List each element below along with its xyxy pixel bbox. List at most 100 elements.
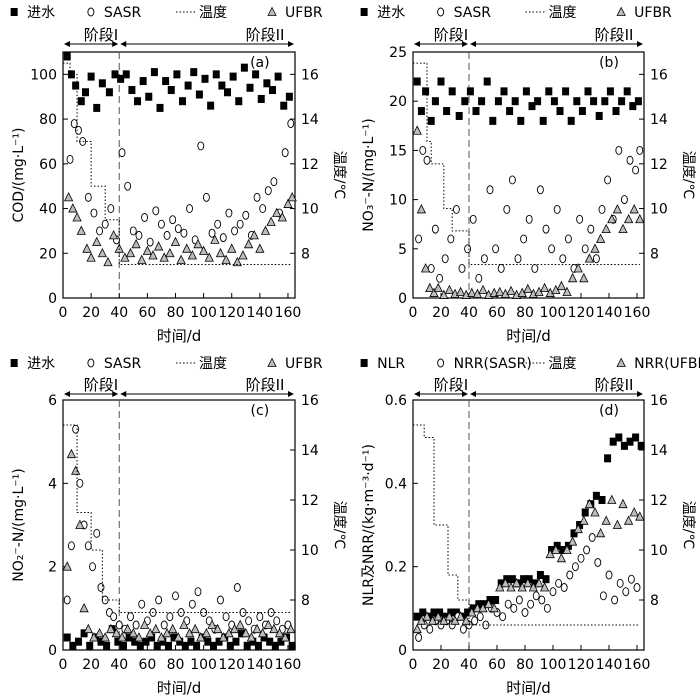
y-right-tick-label: 14 [650,443,668,459]
x-tick-label: 60 [138,305,156,321]
data-point [525,214,533,224]
y-tick-label: 40 [39,202,57,218]
x-tick-label: 60 [488,657,506,673]
data-point [157,219,165,229]
x-tick-label: 40 [110,305,128,321]
y-axis-label: NO₃⁻-N/(mg·L⁻¹) [361,118,377,231]
data-point [226,641,234,650]
data-point [439,289,449,299]
data-point [562,87,570,96]
data-point [634,97,642,106]
data-point [419,608,427,617]
data-point [67,70,75,79]
data-point [263,79,271,88]
data-point [225,208,233,218]
data-point [84,541,92,551]
data-point [215,637,223,646]
series-3 [413,424,640,626]
series-3 [63,424,291,613]
x-tick-label: 160 [275,305,302,321]
data-point [84,192,92,202]
data-point [559,254,567,264]
y-tick-label: 0.6 [385,393,407,409]
data-point [266,637,274,646]
y-axis-label: COD/(mg·L⁻¹) [11,128,27,223]
stage-arrowhead [470,41,476,47]
data-point [447,608,455,617]
data-point [208,228,216,238]
data-point [165,247,175,258]
data-point [215,247,226,258]
x-tick-label: 160 [624,657,651,673]
legend-entry: UFBR [285,356,323,372]
x-tick-label: 20 [432,657,450,673]
data-point [274,72,282,81]
data-point [184,81,192,90]
data-point [106,623,116,634]
data-point [472,602,483,613]
panel-label: (a) [250,55,270,71]
data-point [168,623,178,634]
legend-entry: SASR [104,356,142,372]
data-point [615,145,623,155]
x-tick-label: 80 [516,657,534,673]
data-point [257,94,265,103]
data-point [213,623,223,634]
data-point [125,633,133,642]
data-point [98,79,106,88]
data-point [114,637,122,646]
data-point [499,612,507,622]
y-tick-label: 0.4 [385,476,407,492]
x-tick-label: 60 [138,657,156,673]
data-point [629,102,637,111]
x-tick-label: 140 [596,657,623,673]
x-tick-label: 80 [167,657,185,673]
data-point [260,225,271,235]
data-point [139,77,147,86]
data-point [444,284,455,295]
data-point [480,600,488,609]
x-axis-label: 时间/d [157,679,202,697]
stage-arrowhead [120,41,127,47]
data-point [612,519,623,529]
data-point [486,185,494,195]
x-tick-label: 20 [82,657,100,673]
data-point [436,608,444,617]
y-tick-label: 60 [39,157,57,173]
y-right-tick-label: 16 [650,67,668,83]
stage-label: 阶段I [84,26,118,44]
x-tick-label: 60 [488,305,506,321]
data-point [511,97,519,106]
data-point [612,204,623,214]
data-point [70,119,78,129]
data-point [151,623,161,634]
stage-arrowhead [64,391,70,397]
data-point [123,623,133,634]
data-point [443,107,451,116]
legend-entry: NRR(SASR) [454,356,532,372]
x-axis-label: 时间/d [506,679,551,697]
data-point [66,154,74,164]
data-point [231,226,238,236]
data-point [615,433,623,442]
y-right-tick-label: 12 [301,157,319,173]
stage-label: 阶段II [246,376,285,394]
data-point [96,226,104,236]
data-point [187,637,195,646]
data-point [105,88,113,97]
data-point [618,223,628,234]
data-point [489,602,499,613]
legend-marker [87,7,95,17]
y-axis-label: NO₂⁻-N/(mg·L⁻¹) [11,468,27,581]
data-point [283,198,293,208]
data-point [97,637,105,646]
data-point [236,219,244,229]
data-point [83,623,93,634]
y-right-tick-label: 12 [650,493,668,509]
data-point [79,602,89,613]
y-tick-label: 10 [389,193,407,209]
x-tick-label: 100 [540,305,567,321]
data-point [246,632,257,642]
data-point [242,210,250,220]
stage-arrowhead [112,391,119,397]
